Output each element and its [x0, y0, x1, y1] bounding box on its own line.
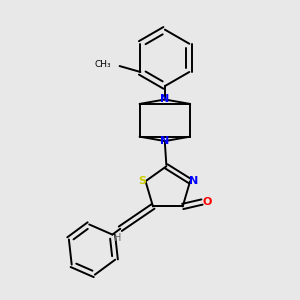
Text: N: N: [189, 176, 198, 186]
Text: N: N: [160, 136, 170, 146]
Text: CH₃: CH₃: [94, 60, 111, 69]
Text: O: O: [203, 197, 212, 207]
Text: H: H: [114, 233, 121, 243]
Text: S: S: [138, 176, 146, 186]
Text: N: N: [160, 94, 170, 104]
